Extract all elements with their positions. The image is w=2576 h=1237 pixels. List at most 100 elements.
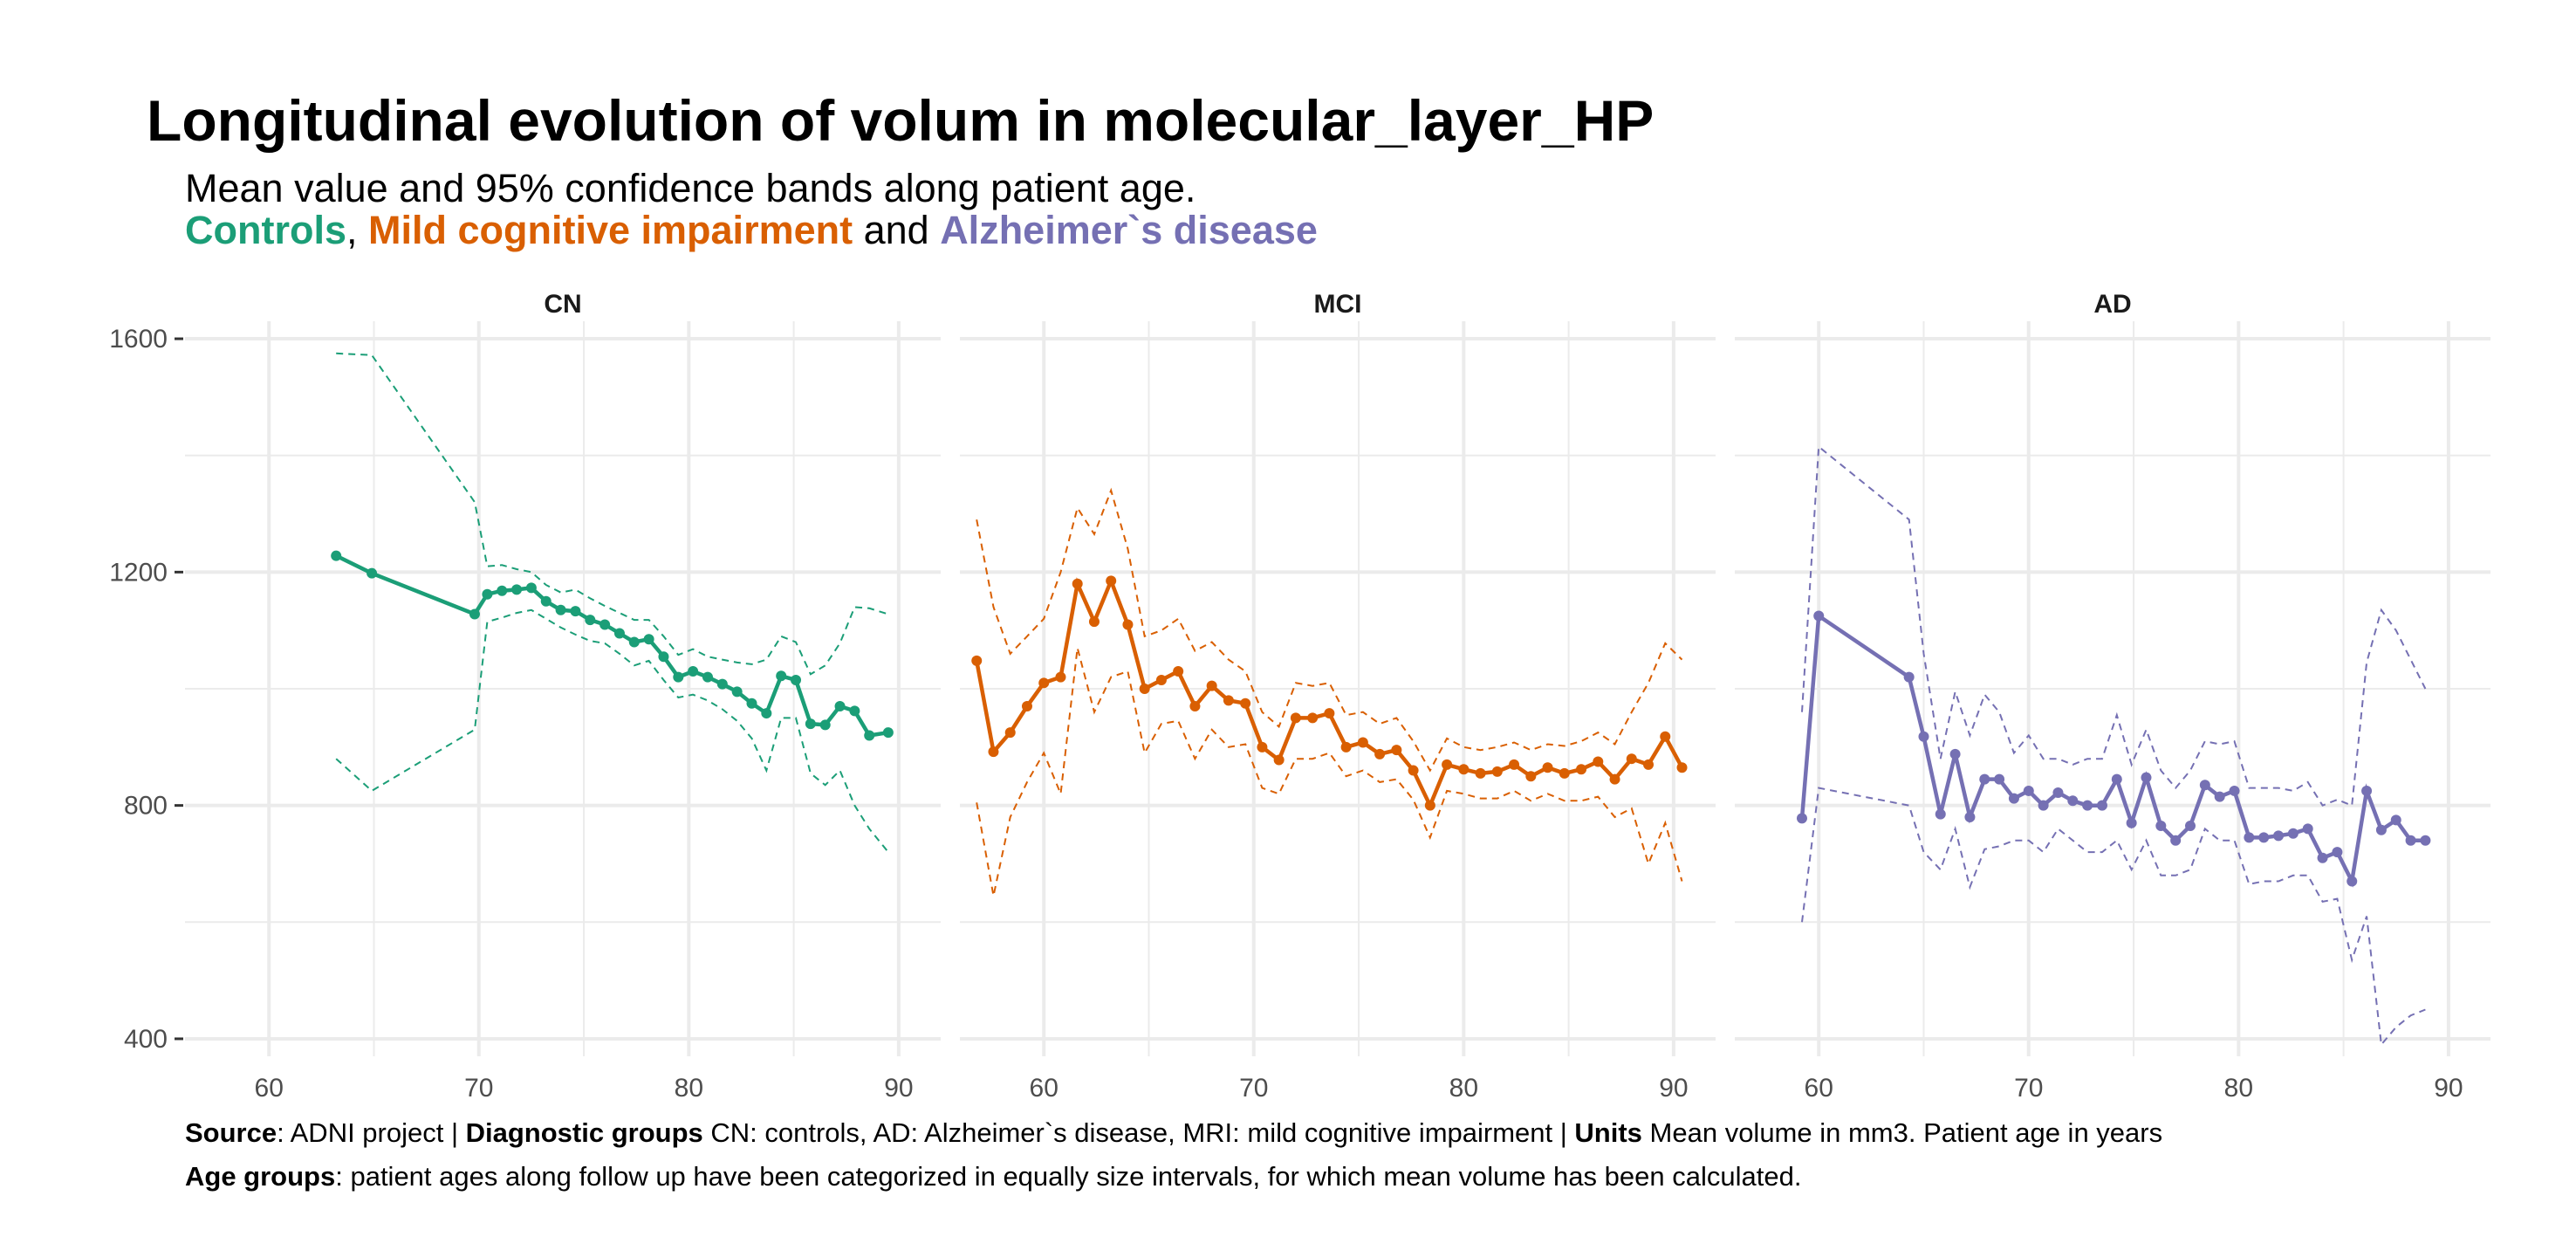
cn-mean-point <box>731 686 743 698</box>
ad-mean-point <box>2067 795 2079 807</box>
ad-x-tick-label: 90 <box>2434 1074 2463 1103</box>
ad-mean-point <box>2405 835 2416 846</box>
mci-mean-point <box>1424 800 1435 811</box>
cn-mean-point <box>791 674 802 685</box>
ad-mean-point <box>2273 830 2285 842</box>
ad-mean-point <box>2052 787 2064 798</box>
mci-mean-point <box>1357 737 1368 748</box>
mci-mean-point <box>1290 712 1301 724</box>
mci-mean-point <box>1257 741 1268 753</box>
cn-mean-point <box>864 730 875 741</box>
legend-ad: Alzheimer`s disease <box>940 208 1318 252</box>
cn-x-tick-label: 70 <box>464 1074 493 1103</box>
mci-mean-point <box>1004 727 1016 739</box>
cn-mean-point <box>540 595 552 607</box>
legend-sep2: and <box>853 208 941 252</box>
cn-x-tick-label: 80 <box>675 1074 703 1103</box>
mci-mean-point <box>1374 748 1386 759</box>
cn-mean-point <box>331 550 342 561</box>
ad-mean-point <box>2390 814 2401 826</box>
cn-panel-label: CN <box>544 290 581 319</box>
mci-mean-point <box>1139 684 1150 694</box>
cn-mean-point <box>746 698 757 709</box>
caption-age-text: : patient ages along follow up have been… <box>335 1161 1802 1192</box>
legend-mci: Mild cognitive impairment <box>368 208 853 252</box>
caption-age-label: Age groups <box>185 1161 336 1192</box>
caption-units-label: Units <box>1574 1117 1642 1148</box>
ad-mean-point <box>2375 824 2387 835</box>
caption-groups-label: Diagnostic groups <box>465 1117 703 1148</box>
cn-mean-point <box>555 604 566 615</box>
mci-mean-point <box>1509 759 1520 770</box>
ad-mean-point <box>2170 835 2182 846</box>
ad-mean-point <box>2214 791 2225 802</box>
ad-mean-point <box>1918 731 1929 742</box>
cn-lower-band-line <box>335 608 889 853</box>
cn-mean-point <box>570 606 581 617</box>
mci-mean-point <box>1106 575 1117 587</box>
mci-mean-point <box>1593 756 1604 767</box>
caption-source-label: Source <box>185 1117 277 1148</box>
mci-mean-point <box>1626 753 1637 765</box>
chart-title: Longitudinal evolution of volum in molec… <box>147 88 1655 153</box>
ad-mean-point <box>2155 821 2167 832</box>
chart-subtitle: Mean value and 95% confidence bands alon… <box>185 168 1318 251</box>
mci-mean-line <box>974 575 1684 811</box>
mci-mean-point <box>1660 731 1671 742</box>
mci-mean-point <box>1559 767 1570 779</box>
ad-mean-point <box>2258 832 2270 843</box>
mci-x-tick-label: 70 <box>1239 1074 1268 1103</box>
mci-mean-point <box>1475 767 1486 779</box>
mci-mean-point <box>1324 708 1335 719</box>
mci-x-tick-label: 60 <box>1030 1074 1058 1103</box>
mci-mean-point <box>1206 680 1217 691</box>
ad-mean-point <box>2096 800 2107 811</box>
subtitle-line1: Mean value and 95% confidence bands alon… <box>185 166 1196 210</box>
mci-mean-point <box>1088 616 1100 628</box>
mci-mean-point <box>1542 762 1553 773</box>
mci-mean-point <box>1408 765 1419 776</box>
ad-mean-point <box>2287 828 2299 839</box>
y-tick-label: 400 <box>124 1025 168 1054</box>
ad-mean-point <box>2199 780 2210 791</box>
mci-mean-point <box>1273 754 1285 766</box>
mci-mean-point <box>1442 759 1453 770</box>
ad-x-tick-label: 70 <box>2014 1074 2043 1103</box>
mci-mean-point <box>1609 773 1620 785</box>
ad-upper-band-line <box>1801 444 2427 807</box>
mci-mean-point <box>1458 764 1470 775</box>
mci-mean-point <box>1240 698 1251 709</box>
ad-mean-point <box>2023 785 2034 796</box>
mci-mean-point <box>1340 741 1352 753</box>
mci-mean-point <box>1223 695 1234 706</box>
cn-mean-point <box>776 670 787 682</box>
mci-mean-point <box>1038 677 1050 689</box>
ad-mean-point <box>2346 876 2358 887</box>
ad-mean-point <box>2361 785 2373 796</box>
cn-mean-point <box>702 671 713 683</box>
mci-mean-point <box>1155 674 1167 685</box>
cn-mean-point <box>658 651 669 663</box>
cn-mean-point <box>367 567 378 579</box>
legend-sep1: , <box>346 208 369 252</box>
ad-mean-point <box>2185 821 2196 832</box>
mci-mean-point <box>1307 712 1319 724</box>
cn-mean-point <box>585 615 596 626</box>
y-tick-label: 1600 <box>109 325 168 354</box>
mci-mean-point <box>1055 671 1066 683</box>
cn-mean-line <box>335 553 889 738</box>
cn-mean-point <box>643 634 654 645</box>
ad-mean-point <box>2082 800 2093 811</box>
cn-x-tick-label: 90 <box>884 1074 913 1103</box>
cn-mean-point <box>525 582 537 594</box>
cn-x-tick-label: 60 <box>255 1074 284 1103</box>
y-tick-label: 1200 <box>109 558 168 587</box>
ad-mean-point <box>2332 847 2343 858</box>
legend-controls: Controls <box>185 208 346 252</box>
subtitle-line2: Controls, Mild cognitive impairment and … <box>185 210 1318 251</box>
cn-mean-point <box>497 585 508 596</box>
ad-x-tick-label: 80 <box>2224 1074 2253 1103</box>
y-tick-label: 800 <box>124 792 168 821</box>
ad-panel-label: AD <box>2093 290 2131 319</box>
